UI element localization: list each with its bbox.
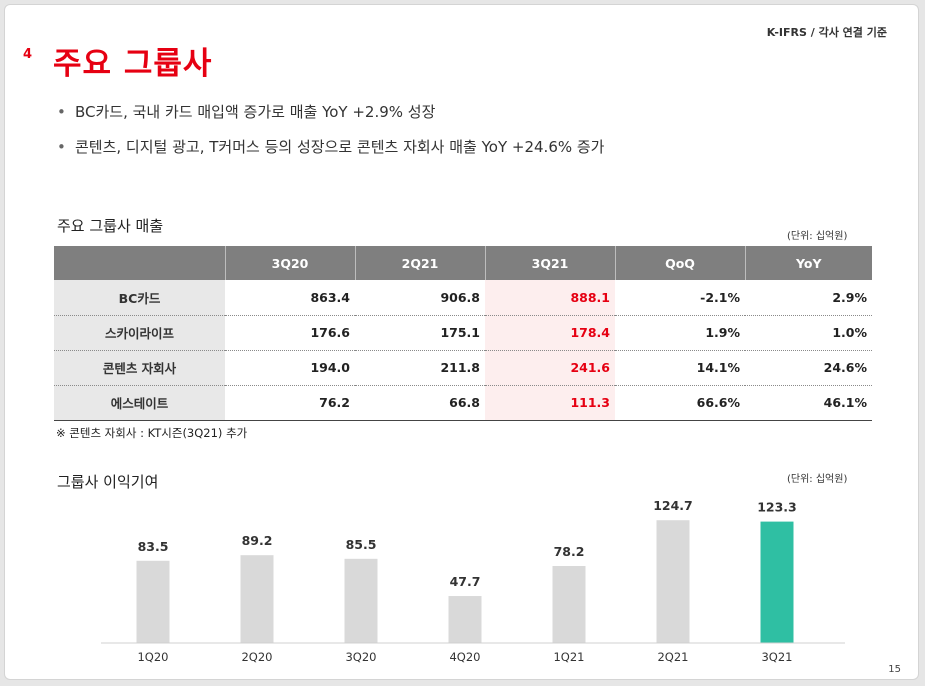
bar-4Q20 [448,596,482,643]
bullet-dot-icon: • [57,138,66,156]
bar-value-label: 123.3 [757,500,797,515]
table-cell: 175.1 [355,315,485,351]
column-header: 3Q21 [484,246,615,280]
table-cell: 211.8 [355,350,485,386]
row-label: 에스테이트 [54,385,225,421]
profit-bar-chart: 83.5 89.2 85.5 47.7 78.2 124.7 123.3 1Q20 2Q20 3… [101,498,845,664]
column-header: 3Q20 [224,246,355,280]
table-cell: 176.6 [225,315,355,351]
row-label: 스카이라이프 [54,315,225,351]
x-tick-label: 3Q21 [761,650,792,664]
bar-1Q20 [136,560,170,643]
bar-value-label: 47.7 [450,574,481,589]
table-cell: 46.1% [745,385,872,421]
bar-value-label: 78.2 [554,544,585,559]
revenue-table-unit: (단위: 십억원) [787,231,848,242]
table-cell: 2.9% [745,280,872,316]
bar-2Q20 [240,555,274,643]
x-tick-label: 4Q20 [449,650,480,664]
revenue-table: 3Q20 2Q21 3Q21 QoQ YoY BC카드 863.4 906.8 … [54,246,872,421]
bar-value-label: 89.2 [242,533,273,548]
bar-value-label: 83.5 [138,539,169,554]
slide: K-IFRS / 각사 연결 기준 4 주요 그룹사 • BC카드, 국내 카드 … [4,4,919,680]
table-header-row: 3Q20 2Q21 3Q21 QoQ YoY [54,246,872,280]
table-cell: 194.0 [225,350,355,386]
column-header [54,246,225,280]
accounting-basis-note: K-IFRS / 각사 연결 기준 [766,26,887,39]
bullet-text: BC카드, 국내 카드 매입액 증가로 매출 YoY +2.9% 성장 [75,103,436,121]
revenue-table-title: 주요 그룹사 매출 [57,217,164,235]
bar-value-label: 85.5 [346,537,377,552]
bullet-text: 콘텐츠, 디지털 광고, T커머스 등의 성장으로 콘텐츠 자회사 매출 YoY… [75,138,605,156]
table-cell-highlight: 178.4 [485,315,615,351]
bar-3Q21 [760,521,794,643]
row-label: BC카드 [54,280,225,316]
bullet-item: • 콘텐츠, 디지털 광고, T커머스 등의 성장으로 콘텐츠 자회사 매출 Yo… [57,136,604,157]
row-label: 콘텐츠 자회사 [54,350,225,386]
table-cell: 906.8 [355,280,485,316]
table-cell: 863.4 [225,280,355,316]
section-number: 4 [23,47,33,62]
bullet-item: • BC카드, 국내 카드 매입액 증가로 매출 YoY +2.9% 성장 [57,101,435,122]
table-cell: 66.6% [615,385,745,421]
table-cell: 14.1% [615,350,745,386]
page-number: 15 [888,664,901,675]
table-cell: 1.0% [745,315,872,351]
table-cell: -2.1% [615,280,745,316]
table-cell-highlight: 241.6 [485,350,615,386]
table-cell: 76.2 [225,385,355,421]
bar-group: 83.5 89.2 85.5 47.7 78.2 124.7 123.3 [136,498,797,643]
x-tick-label: 3Q20 [345,650,376,664]
x-tick-label: 1Q20 [137,650,168,664]
bullet-dot-icon: • [57,103,66,121]
table-row: 콘텐츠 자회사 194.0 211.8 241.6 14.1% 24.6% [54,350,872,386]
table-footnote: ※ 콘텐츠 자회사 : KT시즌(3Q21) 추가 [56,426,248,440]
section-title: 주요 그룹사 [53,46,213,82]
table-cell: 1.9% [615,315,745,351]
bar-2Q21 [656,520,690,643]
bar-value-label: 124.7 [653,498,693,513]
x-tick-label: 2Q21 [657,650,688,664]
column-header: 2Q21 [354,246,485,280]
profit-chart-title: 그룹사 이익기여 [57,473,159,491]
table-cell-highlight: 111.3 [485,385,615,421]
bar-3Q20 [344,558,378,643]
column-header: QoQ [614,246,745,280]
profit-chart-unit: (단위: 십억원) [787,474,848,485]
table-row: 에스테이트 76.2 66.8 111.3 66.6% 46.1% [54,385,872,421]
x-tick-group: 1Q20 2Q20 3Q20 4Q20 1Q21 2Q21 3Q21 [137,650,792,664]
table-row: 스카이라이프 176.6 175.1 178.4 1.9% 1.0% [54,315,872,351]
table-cell-highlight: 888.1 [485,280,615,316]
x-tick-label: 2Q20 [241,650,272,664]
column-header: YoY [744,246,872,280]
table-cell: 66.8 [355,385,485,421]
x-tick-label: 1Q21 [553,650,584,664]
table-row: BC카드 863.4 906.8 888.1 -2.1% 2.9% [54,280,872,316]
table-cell: 24.6% [745,350,872,386]
bar-1Q21 [552,566,586,643]
